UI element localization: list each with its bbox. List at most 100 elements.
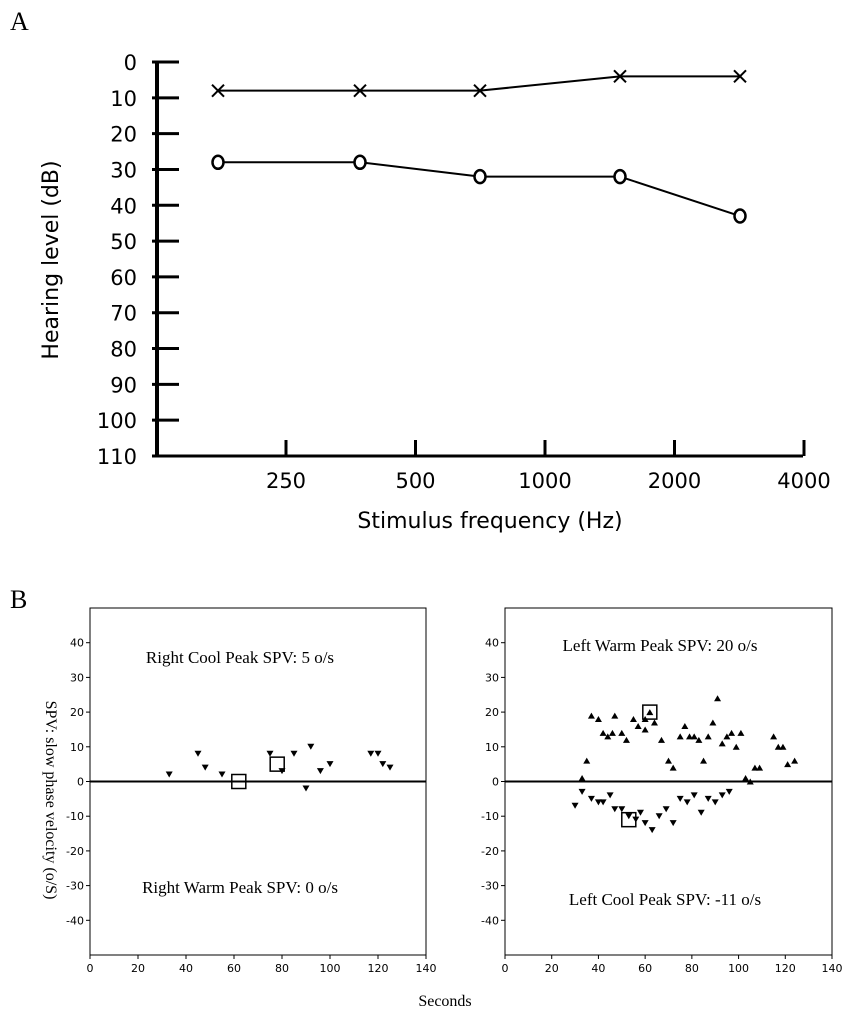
spv-x-tick-label: 80 [685, 962, 699, 975]
spv-x-tick-label: 0 [87, 962, 94, 975]
spv-x-tick-label: 0 [502, 962, 509, 975]
audiogram-x-tick-label: 250 [266, 469, 306, 493]
spv-up-triangle [700, 758, 707, 764]
audiogram-y-tick-label: 60 [110, 266, 137, 290]
spv-up-triangle [646, 709, 653, 715]
spv-up-triangle [756, 765, 763, 771]
audiogram-o-marker [615, 170, 626, 183]
spv-up-triangle [630, 716, 637, 722]
spv-y-tick-label: 0 [77, 776, 84, 789]
spv-down-triangle [317, 768, 324, 774]
spv-up-triangle [609, 730, 616, 736]
spv-down-triangle [579, 789, 586, 795]
spv-up-triangle [677, 733, 684, 739]
spv-up-triangle [728, 730, 735, 736]
spv-y-tick-label: 20 [70, 706, 84, 719]
spv-down-triangle [202, 765, 209, 771]
spv-up-triangle [705, 733, 712, 739]
spv-y-tick-label: -10 [66, 810, 84, 823]
spv-y-tick-label: 30 [70, 671, 84, 684]
spv-down-triangle [375, 751, 382, 757]
spv-down-triangle [195, 751, 202, 757]
spv-down-triangle [649, 827, 656, 833]
spv-down-triangle [684, 799, 691, 805]
spv-down-triangle [691, 792, 698, 798]
spv-down-triangle [719, 792, 726, 798]
spv-x-tick-label: 140 [822, 962, 843, 975]
spv-up-triangle [709, 720, 716, 726]
spv-left-warm-title: Left Warm Peak SPV: 20 o/s [563, 636, 758, 655]
spv-up-triangle [595, 716, 602, 722]
spv-down-triangle [600, 799, 607, 805]
spv-up-triangle [600, 730, 607, 736]
spv-y-tick-label: -40 [481, 914, 499, 927]
spv-down-triangle [219, 772, 226, 778]
spv-down-triangle [663, 806, 670, 812]
spv-down-triangle [726, 789, 733, 795]
spv-down-triangle [705, 796, 712, 802]
audiogram-y-tick-label: 110 [97, 445, 137, 469]
spv-x-tick-label: 20 [131, 962, 145, 975]
audiogram-o-marker [475, 170, 486, 183]
spv-x-tick-label: 40 [591, 962, 605, 975]
spv-x-tick-label: 140 [416, 962, 437, 975]
spv-y-tick-label: 40 [485, 637, 499, 650]
spv-down-triangle [656, 813, 663, 819]
audiogram-y-tick-label: 80 [110, 338, 137, 362]
spv-y-tick-label: 10 [70, 741, 84, 754]
spv-up-triangle [651, 720, 658, 726]
spv-right-ear-chart: Right Cool Peak SPV: 5 o/s Right Warm Pe… [66, 608, 436, 975]
spv-up-triangle [733, 744, 740, 750]
audiogram-y-tick-label: 70 [110, 302, 137, 326]
spv-down-triangle [387, 765, 394, 771]
audiogram-y-tick-label: 30 [110, 158, 137, 182]
spv-up-triangle [779, 744, 786, 750]
spv-down-triangle [625, 813, 632, 819]
audiogram-ylabel: Hearing level (dB) [39, 160, 64, 359]
spv-down-triangle [588, 796, 595, 802]
spv-x-tick-label: 120 [775, 962, 796, 975]
spv-y-tick-label: -40 [66, 914, 84, 927]
spv-y-tick-label: -30 [66, 880, 84, 893]
audiogram-x-tick-label: 500 [395, 469, 435, 493]
spv-up-triangle [691, 733, 698, 739]
spv-x-tick-label: 100 [320, 962, 341, 975]
audiogram-y-tick-label: 0 [124, 51, 137, 75]
spv-y-tick-label: -10 [481, 810, 499, 823]
spv-down-triangle [307, 744, 314, 750]
spv-down-triangle [267, 751, 274, 757]
spv-x-tick-label: 20 [545, 962, 559, 975]
spv-y-tick-label: 20 [485, 706, 499, 719]
audiogram-y-tick-label: 90 [110, 373, 137, 397]
spv-y-tick-label: -30 [481, 880, 499, 893]
spv-x-tick-label: 40 [179, 962, 193, 975]
spv-down-triangle [611, 806, 618, 812]
spv-down-triangle [367, 751, 374, 757]
audiogram-o-marker [355, 156, 366, 169]
spv-y-tick-label: -20 [66, 845, 84, 858]
spv-down-triangle [618, 806, 625, 812]
spv-up-triangle [681, 723, 688, 729]
spv-down-triangle [379, 761, 386, 767]
spv-up-triangle [784, 761, 791, 767]
spv-y-tick-label: 40 [70, 637, 84, 650]
audiogram-x-tick-label: 4000 [777, 469, 830, 493]
spv-down-triangle [607, 792, 614, 798]
spv-down-triangle [166, 772, 173, 778]
panel-a-label: A [10, 7, 29, 36]
spv-y-tick-label: -20 [481, 845, 499, 858]
spv-up-triangle [611, 713, 618, 719]
spv-up-triangle [588, 713, 595, 719]
audiogram-x-tick-label: 1000 [518, 469, 571, 493]
spv-down-triangle [291, 751, 298, 757]
spv-up-triangle [642, 726, 649, 732]
spv-up-triangle [714, 695, 721, 701]
audiogram-o-marker [213, 156, 224, 169]
audiogram-y-tick-label: 50 [110, 230, 137, 254]
spv-y-tick-label: 0 [492, 776, 499, 789]
spv-down-triangle [572, 803, 579, 809]
spv-shared-xlabel: Seconds [418, 993, 471, 1010]
audiogram-y-tick-label: 10 [110, 87, 137, 111]
spv-down-triangle [637, 810, 644, 816]
